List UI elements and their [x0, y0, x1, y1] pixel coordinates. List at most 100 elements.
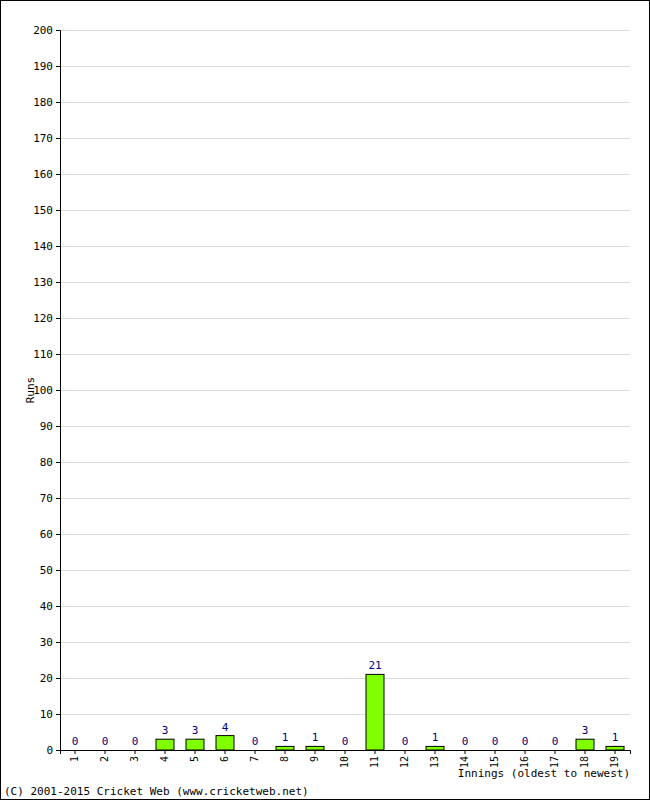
y-axis-title: Runs: [24, 377, 37, 404]
grid-line: [60, 462, 630, 463]
y-tick-mark: [56, 246, 60, 247]
y-tick-mark: [56, 714, 60, 715]
y-tick-mark: [56, 318, 60, 319]
grid-line: [60, 354, 630, 355]
y-tick-label: 190: [33, 60, 53, 73]
x-tick-label: 5: [189, 756, 200, 762]
y-tick: 140: [33, 240, 60, 253]
data-label: 0: [402, 735, 409, 748]
x-tick-mark: [135, 750, 136, 754]
grid-line: [60, 426, 630, 427]
bar: [186, 739, 204, 750]
y-tick-label: 80: [40, 456, 53, 469]
data-label: 1: [612, 731, 619, 744]
data-labels: 00033401102101000031: [72, 659, 619, 748]
y-tick-label: 30: [40, 636, 53, 649]
x-tick-mark: [375, 750, 376, 754]
x-axis: 12345678910111213141516171819: [61, 750, 631, 768]
y-tick: 20: [40, 672, 60, 685]
y-tick-mark: [56, 570, 60, 571]
y-tick: 190: [33, 60, 60, 73]
x-tick-mark: [75, 750, 76, 754]
y-tick: 10: [40, 708, 60, 721]
x-tick: 5: [189, 750, 200, 762]
data-label: 0: [72, 735, 79, 748]
x-tick: 3: [129, 750, 140, 762]
y-tick-label: 0: [46, 744, 53, 757]
y-tick-mark: [56, 534, 60, 535]
x-tick: 14: [459, 750, 470, 768]
bar: [216, 736, 234, 750]
x-tick: 11: [369, 750, 380, 768]
y-tick: 60: [40, 528, 60, 541]
grid-line: [60, 138, 630, 139]
x-tick-mark: [525, 750, 526, 754]
y-tick-label: 10: [40, 708, 53, 721]
y-tick-label: 140: [33, 240, 53, 253]
y-tick-label: 130: [33, 276, 53, 289]
x-tick: 16: [519, 750, 530, 768]
grid-line: [60, 102, 630, 103]
bar: [156, 739, 174, 750]
data-label: 3: [582, 724, 589, 737]
bar: [66, 750, 84, 751]
y-tick: 180: [33, 96, 60, 109]
y-tick-mark: [56, 426, 60, 427]
x-tick-mark: [255, 750, 256, 754]
y-tick-mark: [56, 66, 60, 67]
y-tick: 160: [33, 168, 60, 181]
grid-line: [60, 714, 630, 715]
x-tick-label: 8: [279, 756, 290, 762]
grid-line: [60, 282, 630, 283]
x-tick-mark: [585, 750, 586, 754]
grid: [60, 31, 630, 751]
x-tick-label: 7: [249, 756, 260, 762]
y-tick-mark: [56, 498, 60, 499]
y-tick-mark: [56, 642, 60, 643]
y-tick: 80: [40, 456, 60, 469]
x-tick-mark: [225, 750, 226, 754]
y-tick-mark: [56, 210, 60, 211]
grid-line: [60, 66, 630, 67]
bar: [246, 750, 264, 751]
x-tick: 10: [339, 750, 350, 768]
y-tick-label: 70: [40, 492, 53, 505]
y-tick-label: 200: [33, 24, 53, 37]
x-tick: 15: [489, 750, 500, 768]
y-tick: 170: [33, 132, 60, 145]
y-tick-mark: [56, 750, 60, 751]
x-tick-mark: [315, 750, 316, 754]
y-tick-label: 60: [40, 528, 53, 541]
data-label: 0: [522, 735, 529, 748]
y-tick: 70: [40, 492, 60, 505]
y-tick: 130: [33, 276, 60, 289]
x-tick-mark: [165, 750, 166, 754]
x-tick-label: 11: [369, 756, 380, 768]
x-tick-mark: [285, 750, 286, 754]
data-label: 0: [552, 735, 559, 748]
y-tick: 200: [33, 24, 60, 37]
y-tick-label: 20: [40, 672, 53, 685]
x-tick-label: 10: [339, 756, 350, 768]
x-tick-mark: [105, 750, 106, 754]
data-label: 4: [222, 721, 229, 734]
y-tick-label: 40: [40, 600, 53, 613]
x-tick-mark: [615, 750, 616, 754]
x-tick-label: 12: [399, 756, 410, 768]
bars: [156, 674, 624, 750]
data-label: 0: [132, 735, 139, 748]
y-tick-label: 180: [33, 96, 53, 109]
y-axis-line: [56, 31, 61, 751]
y-tick-label: 120: [33, 312, 53, 325]
x-tick-mark: [555, 750, 556, 754]
chart: 0102030405060708090100110120130140150160…: [0, 0, 650, 800]
bar: [276, 746, 294, 750]
data-label: 0: [462, 735, 469, 748]
y-tick-label: 90: [40, 420, 53, 433]
y-tick: 110: [33, 348, 60, 361]
bar: [396, 750, 414, 751]
grid-line: [60, 498, 630, 499]
bar: [426, 746, 444, 750]
bar: [126, 750, 144, 751]
x-tick: 7: [249, 750, 260, 762]
